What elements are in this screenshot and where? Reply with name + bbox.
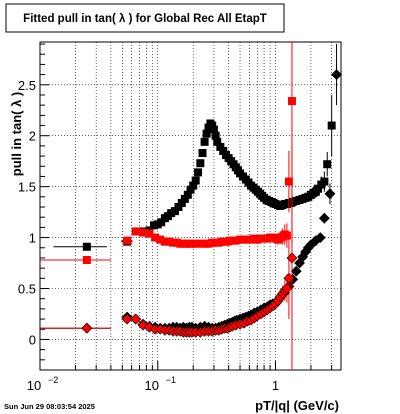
axis-ticks: 10 −2 10 −1 100.511.522.5 [18, 43, 333, 393]
data-point-square [200, 137, 209, 146]
y-tick-label: 2 [29, 129, 36, 144]
data-point-square [327, 121, 336, 130]
data-point-square [177, 198, 186, 207]
title-box [5, 3, 285, 33]
data-point-square [194, 168, 203, 177]
y-tick-label: 2.5 [18, 78, 36, 93]
x-tick-label: 1 [272, 378, 279, 393]
series-0-square-black [53, 94, 336, 251]
data-point-square [189, 181, 198, 190]
data-point-diamond [286, 252, 298, 264]
data-point-square [174, 203, 183, 212]
data-point-square [216, 142, 225, 151]
data-point-square [156, 235, 165, 244]
data-point-square [287, 97, 296, 106]
data-point-square [183, 190, 192, 199]
data-point-diamond [130, 313, 142, 325]
data-point-square [180, 194, 189, 203]
data-point-square [196, 239, 205, 248]
y-tick-label: 1 [29, 231, 36, 246]
data-point-square [160, 237, 169, 246]
data-point-diamond [314, 232, 326, 244]
data-point-diamond [331, 69, 342, 81]
data-point-square [186, 185, 195, 194]
y-axis-label: pull in tan( λ ) [9, 92, 24, 177]
data-point-square [151, 233, 160, 242]
x-tick-exponent: −2 [48, 375, 58, 385]
data-point-square [219, 146, 228, 155]
data-point-square [284, 177, 293, 186]
chart-title: Fitted pull in tan( λ ) for Global Rec A… [23, 13, 267, 25]
data-point-diamond [318, 212, 330, 224]
data-point-square [157, 218, 166, 227]
series-3-diamond-red [40, 145, 298, 370]
data-point-diamond [121, 313, 133, 325]
data-point-square [213, 137, 222, 146]
x-tick-label: 10 [27, 378, 41, 393]
data-point-square [196, 159, 205, 168]
data-point-square [323, 160, 332, 169]
timestamp-label: Sun Jun 29 08:03:54 2025 [4, 402, 95, 411]
y-tick-label: 1.5 [18, 180, 36, 195]
data-point-square [191, 239, 200, 248]
data-point-square [170, 207, 179, 216]
data-point-square [231, 236, 240, 245]
data-point-square [211, 131, 220, 140]
data-point-square [314, 184, 323, 193]
data-point-diamond [290, 265, 302, 277]
data-point-square [282, 231, 291, 240]
data-point-diamond [81, 322, 93, 334]
data-point-square [191, 176, 200, 185]
x-axis-label: pT/|q| (GeV/c) [255, 398, 339, 413]
data-point-diamond [324, 188, 336, 200]
series-2-square-red [40, 42, 296, 264]
data-point-square [208, 121, 217, 130]
data-point-square [123, 236, 132, 245]
data-point-square [198, 149, 207, 158]
plot-frame [39, 41, 342, 371]
data-point-square [82, 242, 91, 251]
data-point-square [139, 228, 148, 237]
data-point-square [320, 177, 329, 186]
y-tick-label: 0 [29, 332, 36, 347]
x-tick-label: 10 [145, 378, 159, 393]
data-point-square [209, 125, 218, 134]
y-tick-label: 0.5 [18, 282, 36, 297]
data-point-square [82, 255, 91, 264]
x-tick-exponent: −1 [166, 375, 176, 385]
data-point-square [145, 229, 154, 238]
data-marks [40, 42, 342, 370]
data-point-square [131, 227, 140, 236]
data-point-square [202, 129, 211, 138]
